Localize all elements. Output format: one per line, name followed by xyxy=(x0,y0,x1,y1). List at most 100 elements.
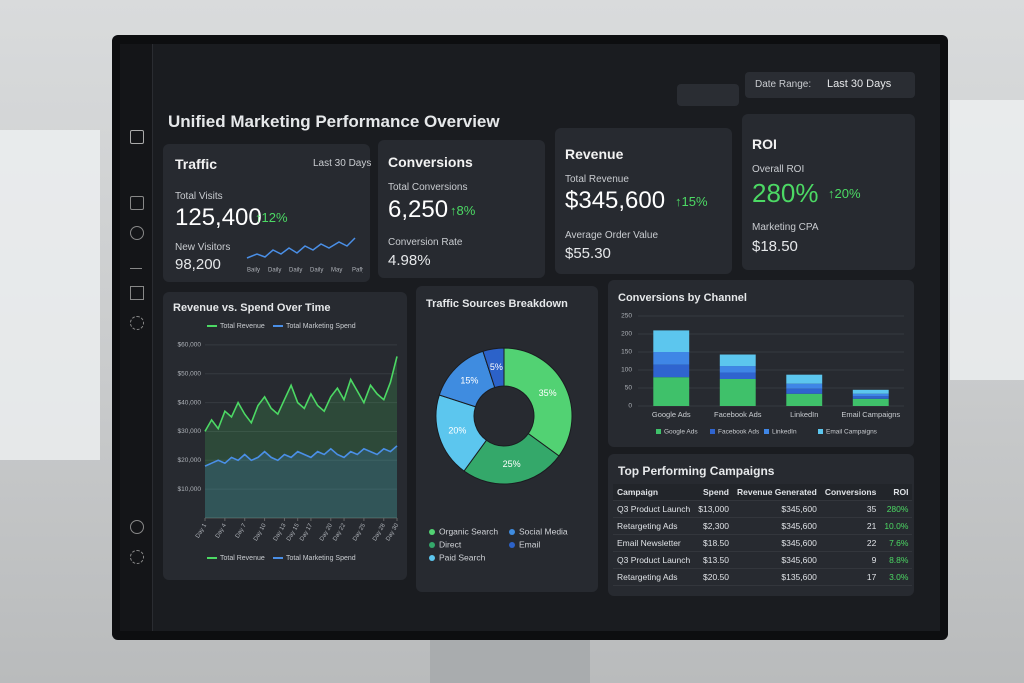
metric-value: 98,200 xyxy=(175,256,221,273)
bar-segment xyxy=(653,330,690,352)
table-cell: Q3 Product Launch xyxy=(613,500,695,518)
campaign-table: Campaign Spend Revenue Generated Conversion… xyxy=(613,484,913,586)
x-tick-label: Google Ads xyxy=(652,410,691,419)
bar-segment xyxy=(653,352,690,365)
bar-segment xyxy=(653,377,690,406)
pie-slice xyxy=(482,347,505,389)
metric-value: 125,400 xyxy=(175,204,262,231)
x-tick-label: LinkedIn xyxy=(790,410,818,419)
bar-segment xyxy=(719,366,756,373)
nav-history[interactable] xyxy=(130,226,144,240)
y-tick-label: $30,000 xyxy=(178,428,202,435)
metric-value: $18.50 xyxy=(752,238,798,255)
bar-segment xyxy=(852,398,889,406)
table-cell: 3.0% xyxy=(880,568,913,586)
sparkline-path xyxy=(246,237,356,259)
nav-docs[interactable] xyxy=(130,286,144,300)
line xyxy=(204,356,398,432)
bar-segment xyxy=(852,393,889,397)
x-tick-label: Day 25 xyxy=(352,522,367,542)
y-tick-label: 0 xyxy=(628,403,632,410)
line xyxy=(204,445,398,467)
nav-settings[interactable] xyxy=(130,316,144,330)
table-cell: $135,600 xyxy=(732,568,821,586)
metric-value: 280% xyxy=(752,178,819,208)
line-chart: $10,000 $20,000 $30,000 $40,000 $50,000 $60,0… xyxy=(178,323,401,562)
metric-change: ↑20% xyxy=(828,186,861,201)
bar-segment xyxy=(786,374,823,384)
monitor-stand xyxy=(430,640,590,683)
slice-label: 35% xyxy=(539,388,557,398)
bar-segment xyxy=(719,379,756,406)
legend-label: Paid Search xyxy=(439,552,486,562)
metric-label: Average Order Value xyxy=(565,230,659,241)
sparkline-label: Daily xyxy=(289,268,302,274)
table-row: Q3 Product Launch $13,000 $345,600 35 280% xyxy=(613,500,913,518)
table-row: Retargeting Ads $20.50 $135,600 17 3.0% xyxy=(613,568,913,586)
table-cell: $345,600 xyxy=(732,517,821,535)
x-tick-label: Day 30 xyxy=(385,522,400,542)
x-tick-label: Email Campaigns xyxy=(841,410,900,419)
metric-label: Marketing CPA xyxy=(752,222,819,233)
x-tick-label: Day 4 xyxy=(215,522,228,539)
metric-change: ↑12% xyxy=(255,210,288,225)
sparkline-label: Daily xyxy=(268,268,281,274)
table-cell: 7.6% xyxy=(880,534,913,552)
chart-title: Revenue vs. Spend Over Time xyxy=(173,302,331,314)
y-tick-label: $40,000 xyxy=(178,399,202,406)
y-tick-label: 250 xyxy=(621,313,632,320)
x-tick-label: Day 7 xyxy=(235,522,248,539)
area xyxy=(205,356,397,518)
bar-segment xyxy=(719,354,756,367)
table-cell: $345,600 xyxy=(732,551,821,569)
legend-label: Email xyxy=(519,539,540,549)
sidebar xyxy=(120,44,153,631)
area xyxy=(205,445,397,518)
legend-swatch xyxy=(656,429,661,434)
pie-slice xyxy=(503,347,573,457)
nav-config[interactable] xyxy=(130,550,144,564)
table-cell: Retargeting Ads xyxy=(613,517,695,535)
legend-swatch xyxy=(429,542,435,548)
legend-swatch xyxy=(509,542,515,548)
table-cell: 8.8% xyxy=(880,551,913,569)
legend-label: Total Marketing Spend xyxy=(286,555,356,562)
table-title: Top Performing Campaigns xyxy=(618,464,775,478)
table-cell: $18.50 xyxy=(694,534,733,552)
table-cell: $345,600 xyxy=(732,500,821,518)
bar-segment xyxy=(786,383,823,389)
table-cell: Retargeting Ads xyxy=(613,568,695,586)
nav-analytics[interactable] xyxy=(130,256,142,269)
metric-change: ↑8% xyxy=(450,203,476,218)
legend-label: Total Revenue xyxy=(220,323,265,330)
bar-segment xyxy=(653,364,690,378)
nav-home[interactable] xyxy=(130,130,144,144)
table-cell: 9 xyxy=(820,551,881,569)
y-tick-label: $10,000 xyxy=(178,486,202,493)
x-tick-label: Facebook Ads xyxy=(714,410,762,419)
table-cell: Email Newsletter xyxy=(613,534,695,552)
table-cell: $20.50 xyxy=(694,568,733,586)
table-cell: Q3 Product Launch xyxy=(613,551,695,569)
bar-segment xyxy=(786,393,823,406)
bar-segment xyxy=(719,372,756,379)
nav-help[interactable] xyxy=(130,520,144,534)
window xyxy=(0,130,100,460)
card-title: Conversions xyxy=(388,154,473,170)
table-cell: $13,000 xyxy=(694,500,733,518)
date-range-picker[interactable]: Date Range: Last 30 Days xyxy=(745,72,915,98)
view-toggle[interactable] xyxy=(677,84,739,106)
slice-label: 5% xyxy=(490,362,503,372)
slice-label: 25% xyxy=(503,459,521,469)
nav-reports[interactable] xyxy=(130,196,144,210)
bar-chart-panel: Conversions by Channel 0 50 100 150 200 250 Go… xyxy=(608,280,914,447)
window xyxy=(950,100,1024,380)
table-cell: 17 xyxy=(820,568,881,586)
x-tick-label: Day 10 xyxy=(253,522,268,542)
metric-label: Total Revenue xyxy=(565,174,629,185)
header-row: Campaign Spend Revenue Generated Conversion… xyxy=(613,484,913,501)
table-cell: 10.0% xyxy=(880,517,913,535)
pie-chart-panel: Traffic Sources Breakdown 35% Organic Sea… xyxy=(416,286,598,592)
table-cell: $13.50 xyxy=(694,551,733,569)
